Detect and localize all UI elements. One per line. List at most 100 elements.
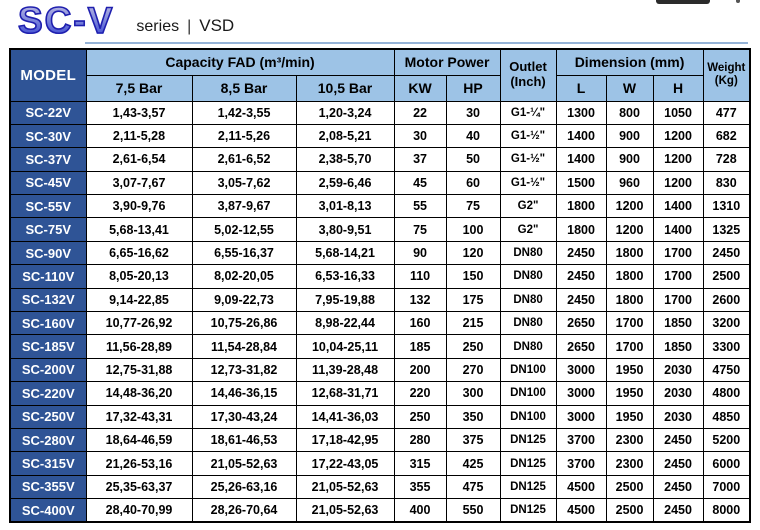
value-cell: 2,11-5,26: [191, 123, 297, 149]
cropped-photo-fragment: [656, 0, 710, 4]
value-cell: 10,77-26,92: [85, 311, 193, 336]
value-cell: 9,09-22,73: [191, 287, 297, 313]
outlet-unit-label: (Inch): [510, 74, 546, 90]
value-cell: 1400: [555, 123, 607, 149]
value-cell: 37: [393, 147, 447, 172]
table-row: SC-37V 2,61-6,54 2,61-6,52 2,38-5,70 37 50 G1-…: [9, 147, 751, 172]
value-cell: 2,08-5,21: [295, 123, 395, 149]
value-cell: 11,54-28,84: [191, 334, 297, 359]
series-label: series: [136, 18, 180, 35]
value-cell: 960: [605, 170, 654, 196]
value-cell: 1200: [605, 194, 654, 219]
model-cell: SC-90V: [9, 240, 87, 266]
outlet-cell: G1-¼": [499, 100, 557, 125]
value-cell: 200: [393, 357, 447, 383]
outlet-cell: DN125: [499, 474, 557, 500]
value-cell: 1700: [652, 264, 704, 289]
table-row: SC-200V 12,75-31,88 12,73-31,82 11,39-28,48…: [9, 357, 751, 383]
value-cell: 7000: [702, 474, 751, 500]
model-cell: SC-160V: [9, 311, 87, 336]
value-cell: 3000: [555, 381, 607, 406]
value-cell: 2500: [605, 498, 654, 523]
value-cell: 6000: [702, 451, 751, 476]
table-row: SC-220V 14,48-36,20 14,46-36,15 12,68-31,71…: [9, 381, 751, 406]
value-cell: 1700: [605, 311, 654, 336]
value-cell: 8,02-20,05: [191, 264, 297, 289]
value-cell: 3,87-9,67: [191, 194, 297, 219]
value-cell: 9,14-22,85: [85, 287, 193, 313]
value-cell: 477: [702, 100, 751, 125]
value-cell: 315: [393, 451, 447, 476]
outlet-cell: G1-½": [499, 147, 557, 172]
value-cell: 11,39-28,48: [295, 357, 395, 383]
col-header-model: MODEL: [9, 48, 87, 102]
value-cell: 1050: [652, 100, 704, 125]
table-row: SC-400V 28,40-70,99 28,26-70,64 21,05-52,63…: [9, 498, 751, 523]
table-row: SC-132V 9,14-22,85 9,09-22,73 7,95-19,88 132…: [9, 287, 751, 313]
table-row: SC-110V 8,05-20,13 8,02-20,05 6,53-16,33 110…: [9, 264, 751, 289]
value-cell: 2450: [702, 240, 751, 266]
outlet-cell: DN80: [499, 311, 557, 336]
value-cell: 2,61-6,54: [85, 147, 193, 172]
value-cell: 1200: [652, 147, 704, 172]
model-cell: SC-55V: [9, 194, 87, 219]
value-cell: 160: [393, 311, 447, 336]
value-cell: 5200: [702, 427, 751, 453]
value-cell: 21,05-52,63: [191, 451, 297, 476]
value-cell: 728: [702, 147, 751, 172]
value-cell: 90: [393, 240, 447, 266]
value-cell: 800: [605, 100, 654, 125]
value-cell: 2450: [652, 427, 704, 453]
col-header-w: W: [605, 74, 654, 102]
outlet-cell: DN80: [499, 287, 557, 313]
value-cell: 1950: [605, 381, 654, 406]
outlet-label: Outlet: [509, 59, 547, 75]
model-cell: SC-45V: [9, 170, 87, 196]
value-cell: 4800: [702, 381, 751, 406]
value-cell: 6,65-16,62: [85, 240, 193, 266]
value-cell: 21,05-52,63: [295, 474, 395, 500]
value-cell: 3300: [702, 334, 751, 359]
value-cell: 10,75-26,86: [191, 311, 297, 336]
value-cell: 250: [393, 404, 447, 429]
value-cell: 1800: [555, 217, 607, 242]
outlet-cell: G1-½": [499, 170, 557, 196]
outlet-cell: DN100: [499, 381, 557, 406]
value-cell: 120: [445, 240, 501, 266]
value-cell: 2,11-5,28: [85, 123, 193, 149]
value-cell: 2450: [555, 240, 607, 266]
table-row: SC-22V 1,43-3,57 1,42-3,55 1,20-3,24 22 30 G1-…: [9, 100, 751, 125]
value-cell: 2,38-5,70: [295, 147, 395, 172]
col-header-105bar: 10,5 Bar: [295, 74, 395, 102]
table-row: SC-90V 6,65-16,62 6,55-16,37 5,68-14,21 90 12…: [9, 240, 751, 266]
value-cell: 2030: [652, 381, 704, 406]
value-cell: 1700: [605, 334, 654, 359]
value-cell: 60: [445, 170, 501, 196]
value-cell: 3700: [555, 427, 607, 453]
value-cell: 25,35-63,37: [85, 474, 193, 500]
value-cell: 4850: [702, 404, 751, 429]
outlet-cell: DN125: [499, 427, 557, 453]
value-cell: 8000: [702, 498, 751, 523]
value-cell: 18,64-46,59: [85, 427, 193, 453]
value-cell: 17,32-43,31: [85, 404, 193, 429]
value-cell: 2650: [555, 334, 607, 359]
col-header-75bar: 7,5 Bar: [85, 74, 193, 102]
value-cell: 2,59-6,46: [295, 170, 395, 196]
value-cell: 4500: [555, 498, 607, 523]
value-cell: 3,05-7,62: [191, 170, 297, 196]
outlet-cell: DN125: [499, 451, 557, 476]
value-cell: 1200: [652, 170, 704, 196]
value-cell: 2450: [652, 451, 704, 476]
model-cell: SC-185V: [9, 334, 87, 359]
value-cell: 132: [393, 287, 447, 313]
spec-table: MODEL Capacity FAD (m³/min) Motor Power …: [9, 48, 752, 524]
variant-label: VSD: [199, 16, 235, 35]
value-cell: 425: [445, 451, 501, 476]
value-cell: 1,42-3,55: [191, 100, 297, 125]
col-group-motor-power: Motor Power: [393, 48, 501, 76]
model-cell: SC-355V: [9, 474, 87, 500]
value-cell: 21,26-53,16: [85, 451, 193, 476]
value-cell: 2500: [605, 474, 654, 500]
value-cell: 1300: [555, 100, 607, 125]
